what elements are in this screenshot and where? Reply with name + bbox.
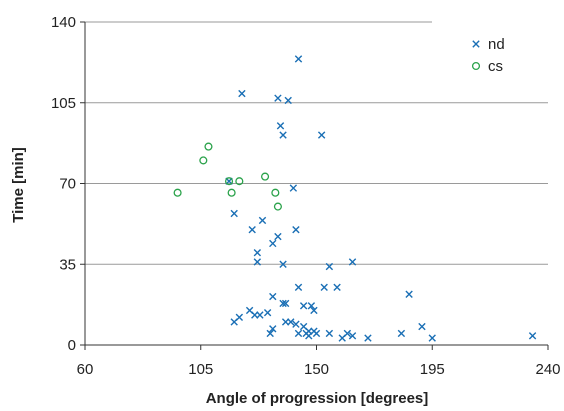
point-cs-0 bbox=[173, 188, 182, 197]
point-nd-35 bbox=[287, 318, 295, 326]
point-nd-21 bbox=[320, 283, 328, 292]
point-cs-7 bbox=[271, 188, 280, 197]
point-nd-53 bbox=[235, 313, 244, 322]
point-nd-16 bbox=[253, 258, 262, 266]
legend: nd cs bbox=[471, 36, 505, 75]
point-nd-7 bbox=[289, 184, 298, 192]
point-nd-11 bbox=[292, 225, 300, 234]
point-nd-10 bbox=[248, 225, 256, 234]
point-nd-24 bbox=[269, 292, 277, 301]
data-points bbox=[173, 55, 537, 342]
point-nd-1 bbox=[238, 89, 246, 98]
point-cs-2 bbox=[199, 156, 208, 165]
point-nd-32 bbox=[256, 311, 264, 319]
x-tick-label-195: 195 bbox=[420, 361, 445, 378]
point-nd-23 bbox=[294, 283, 303, 292]
point-nd-9 bbox=[230, 209, 238, 218]
point-nd-2 bbox=[284, 96, 292, 105]
axes bbox=[80, 21, 549, 350]
point-nd-47 bbox=[364, 334, 372, 342]
y-tick-label-0: 0 bbox=[68, 337, 76, 354]
point-nd-4 bbox=[276, 122, 285, 130]
x-tick-label-60: 60 bbox=[77, 361, 94, 378]
gridlines bbox=[85, 21, 548, 265]
legend-label-nd: nd bbox=[488, 36, 505, 53]
point-nd-19 bbox=[325, 262, 334, 271]
point-nd-5 bbox=[279, 131, 287, 139]
y-tick-label-35: 35 bbox=[59, 256, 76, 273]
point-nd-36 bbox=[292, 320, 300, 328]
point-nd-0 bbox=[294, 55, 303, 63]
point-cs-3 bbox=[224, 177, 234, 186]
point-nd-56 bbox=[294, 329, 303, 338]
point-nd-55 bbox=[266, 329, 274, 338]
point-nd-41 bbox=[305, 332, 313, 340]
legend-label-cs: cs bbox=[488, 58, 503, 75]
point-nd-42 bbox=[312, 329, 321, 338]
point-nd-46 bbox=[348, 332, 357, 340]
point-cs-6 bbox=[261, 172, 270, 181]
y-tick-label-140: 140 bbox=[51, 14, 76, 31]
point-nd-15 bbox=[253, 249, 262, 257]
point-cs-4 bbox=[227, 188, 236, 197]
point-nd-25 bbox=[279, 299, 287, 308]
point-nd-27 bbox=[307, 302, 316, 310]
point-nd-26 bbox=[281, 299, 290, 308]
point-nd-20 bbox=[405, 290, 413, 298]
legend-marker-cs bbox=[471, 61, 481, 71]
y-tick-label-70: 70 bbox=[59, 176, 76, 193]
point-nd-51 bbox=[528, 332, 537, 340]
point-nd-14 bbox=[274, 232, 282, 241]
legend-marker-nd bbox=[472, 40, 480, 48]
point-nd-18 bbox=[348, 258, 357, 266]
point-nd-3 bbox=[274, 94, 282, 102]
x-tick-label-105: 105 bbox=[188, 361, 213, 378]
point-nd-28 bbox=[310, 306, 318, 315]
point-nd-29 bbox=[299, 302, 308, 310]
point-nd-33 bbox=[263, 309, 272, 317]
point-cs-5 bbox=[235, 177, 244, 186]
point-cs-8 bbox=[273, 202, 282, 211]
point-nd-17 bbox=[279, 260, 287, 268]
x-tick-labels: 60 105 150 195 240 bbox=[77, 361, 561, 378]
x-tick-label-240: 240 bbox=[535, 361, 560, 378]
x-axis-label: Angle of progression [degrees] bbox=[206, 390, 429, 407]
x-tick-label-150: 150 bbox=[304, 361, 329, 378]
point-nd-54 bbox=[269, 325, 277, 333]
point-nd-49 bbox=[418, 322, 426, 331]
point-nd-12 bbox=[258, 216, 267, 225]
point-cs-1 bbox=[204, 142, 213, 151]
point-nd-50 bbox=[428, 334, 436, 342]
point-nd-13 bbox=[269, 239, 277, 248]
point-nd-22 bbox=[333, 283, 341, 292]
y-tick-labels: 0 35 70 105 140 bbox=[51, 14, 76, 354]
y-tick-label-105: 105 bbox=[51, 95, 76, 112]
point-nd-43 bbox=[325, 329, 334, 338]
point-nd-45 bbox=[343, 329, 352, 338]
point-nd-48 bbox=[397, 329, 406, 338]
point-nd-6 bbox=[317, 131, 326, 139]
y-axis-label: Time [min] bbox=[10, 147, 27, 223]
